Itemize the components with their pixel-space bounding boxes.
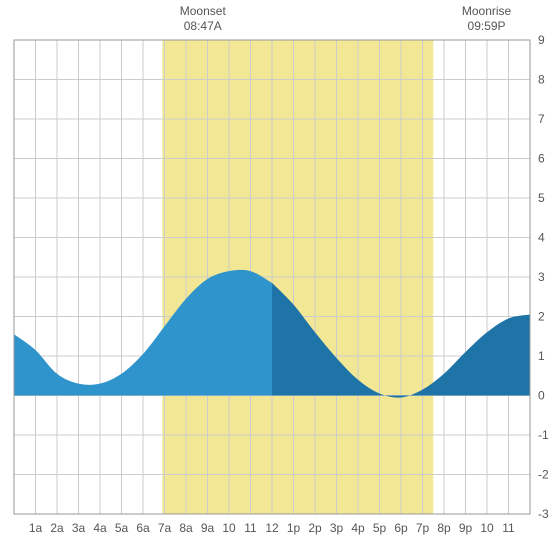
x-tick-label: 8p [437,521,451,535]
x-tick-label: 3p [330,521,344,535]
y-tick-label: -1 [538,428,549,442]
y-tick-label: 6 [538,152,545,166]
x-tick-label: 7p [416,521,430,535]
grid [14,40,530,514]
chart-svg: 1a2a3a4a5a6a7a8a9a1011121p2p3p4p5p6p7p8p… [0,0,550,550]
y-axis-ticks: -3 -2 -1 0 1 2 3 4 5 6 7 8 9 [538,33,549,521]
x-tick-label: 1p [287,521,301,535]
x-tick-label: 5a [115,521,129,535]
x-tick-label: 9p [459,521,473,535]
x-tick-label: 3a [72,521,86,535]
moonset-time: 08:47A [184,19,222,33]
moonrise-title: Moonrise [462,4,511,18]
moonrise-time: 09:59P [468,19,506,33]
x-axis-ticks: 1a 2a 3a 4a 5a 6a 7a 8a 9a 10 11 12 1p 2p 3p 4p 5p 6p 7p 8p… [29,521,515,535]
x-tick-label: 2a [50,521,64,535]
y-tick-label: -2 [538,468,549,482]
x-tick-label: 11 [244,521,257,535]
x-tick-label: 5p [373,521,387,535]
x-tick-label: 6a [136,521,150,535]
y-tick-label: 4 [538,231,545,245]
x-tick-label: 7a [158,521,172,535]
y-tick-label: 5 [538,191,545,205]
y-tick-label: 0 [538,389,545,403]
y-tick-label: 7 [538,112,545,126]
x-tick-label: 1a [29,521,43,535]
moonset-annotation: Moonset 08:47A [173,4,233,34]
x-tick-label: 11 [502,521,515,535]
x-tick-label: 8a [179,521,193,535]
x-tick-label: 2p [308,521,322,535]
x-tick-label: 10 [222,521,236,535]
y-tick-label: 9 [538,33,545,47]
x-tick-label: 4p [351,521,365,535]
y-tick-label: 2 [538,310,545,324]
y-tick-label: 8 [538,73,545,87]
y-tick-label: -3 [538,507,549,521]
x-tick-label: 9a [201,521,215,535]
x-tick-label: 4a [93,521,107,535]
x-tick-label: 6p [394,521,408,535]
x-tick-label: 10 [480,521,494,535]
tide-chart: Moonset 08:47A Moonrise 09:59P 1a 2a 3a 4a 5… [0,0,550,550]
y-tick-label: 3 [538,270,545,284]
moonset-title: Moonset [180,4,226,18]
x-tick-label: 12 [265,521,279,535]
y-tick-label: 1 [538,349,545,363]
moonrise-annotation: Moonrise 09:59P [457,4,517,34]
